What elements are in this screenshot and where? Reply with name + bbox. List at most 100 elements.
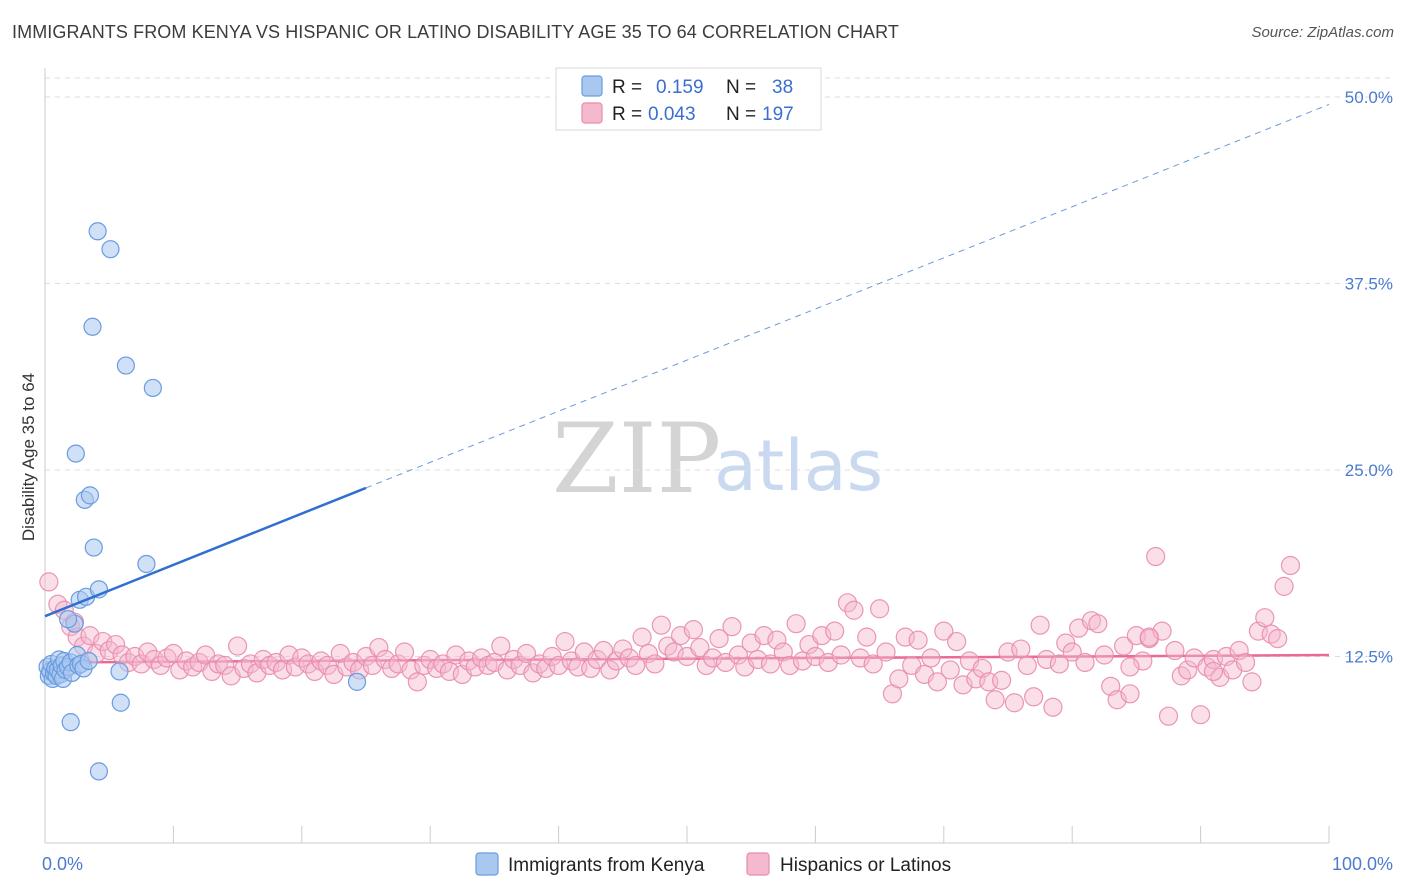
point-hispanics-95 — [645, 654, 665, 674]
x-tick-label-0: 0.0% — [42, 854, 83, 874]
point-hispanics-152 — [1011, 639, 1031, 659]
point-hispanics-16 — [138, 642, 158, 662]
point-hispanics-153 — [1017, 655, 1037, 676]
y-tick-label-3: 50.0% — [1345, 88, 1393, 107]
point-hispanics-81 — [555, 631, 575, 652]
point-hispanics-18 — [150, 655, 171, 676]
point-hispanics-102 — [690, 637, 710, 658]
y-tick-label-1: 25.0% — [1345, 461, 1393, 480]
point-hispanics-96 — [651, 615, 671, 635]
point-hispanics-105 — [709, 628, 729, 649]
point-hispanics-131 — [876, 642, 896, 662]
x-tick-label-1: 100.0% — [1332, 854, 1393, 874]
point-hispanics-103 — [696, 655, 716, 676]
point-hispanics-164 — [1088, 614, 1108, 634]
point-hispanics-158 — [1049, 654, 1069, 674]
chart-title: IMMIGRANTS FROM KENYA VS HISPANIC OR LAT… — [12, 22, 900, 42]
point-hispanics-112 — [754, 626, 774, 646]
point-hispanics-190 — [1255, 608, 1275, 628]
point-hispanics-148 — [985, 690, 1005, 710]
bottom-legend-hispanics: Hispanics or Latinos — [780, 855, 951, 876]
point-hispanics-108 — [728, 645, 748, 665]
point-kenya-37 — [347, 672, 367, 691]
point-kenya-25 — [79, 651, 98, 671]
trend-lines — [44, 103, 1330, 664]
legend-kenya-n-label: N = — [726, 77, 756, 98]
legend-kenya-r-value: 0.159 — [656, 77, 704, 98]
point-hispanics-57 — [401, 660, 421, 680]
point-kenya-40 — [83, 317, 102, 336]
point-hispanics-197 — [1203, 661, 1224, 682]
point-hispanics-71 — [491, 636, 511, 656]
series-legend: Immigrants from Kenya Hispanics or Latin… — [475, 852, 951, 876]
point-hispanics-98 — [664, 642, 684, 662]
point-hispanics-14 — [125, 646, 145, 667]
bottom-legend-swatch-hispanics — [746, 852, 770, 876]
point-hispanics-186 — [1229, 640, 1249, 661]
point-hispanics-72 — [497, 660, 517, 680]
point-hispanics-27 — [208, 654, 228, 674]
point-hispanics-56 — [394, 642, 415, 662]
axes — [44, 68, 1330, 844]
point-hispanics-75 — [516, 643, 537, 664]
point-kenya-38 — [88, 222, 107, 241]
point-hispanics-128 — [857, 627, 877, 647]
point-hispanics-188 — [1242, 672, 1262, 692]
point-hispanics-11 — [106, 634, 126, 655]
point-hispanics-52 — [369, 637, 389, 658]
point-hispanics-138 — [921, 648, 941, 668]
point-hispanics-169 — [1120, 684, 1140, 704]
watermark-zip: ZIP — [552, 403, 721, 515]
point-kenya-26 — [59, 610, 78, 629]
point-hispanics-160 — [1062, 642, 1082, 662]
point-kenya-33 — [89, 762, 109, 781]
point-hispanics-113 — [760, 654, 781, 674]
point-hispanics-154 — [1024, 687, 1044, 707]
point-hispanics-30 — [228, 636, 248, 656]
point-hispanics-104 — [703, 648, 723, 668]
legend-swatch-kenya — [581, 75, 603, 97]
point-hispanics-142 — [947, 631, 967, 652]
point-hispanics-129 — [863, 654, 883, 674]
point-hispanics-175 — [1158, 706, 1179, 726]
point-hispanics-180 — [1190, 705, 1211, 725]
point-hispanics-178 — [1178, 660, 1198, 680]
point-hispanics-162 — [1075, 652, 1095, 673]
gridlines — [45, 77, 1392, 657]
point-hispanics-28 — [215, 655, 235, 676]
point-hispanics-133 — [889, 669, 909, 689]
point-kenya-27 — [66, 444, 85, 463]
watermark: ZIP atlas — [552, 403, 883, 515]
point-hispanics-168 — [1113, 636, 1134, 656]
trend-kenya-line — [44, 486, 367, 618]
legend-hispanics-r-value: 0.043 — [648, 104, 696, 125]
point-hispanics-125 — [837, 593, 858, 613]
point-kenya-32 — [61, 713, 80, 732]
point-hispanics-140 — [934, 621, 954, 641]
legend-hispanics-n-value: 197 — [762, 104, 794, 125]
point-hispanics-116 — [780, 655, 800, 676]
point-hispanics-124 — [831, 645, 851, 665]
series-hispanics-points — [39, 546, 1301, 726]
point-hispanics-155 — [1030, 615, 1050, 635]
legend-hispanics-r-label: R = — [612, 104, 642, 125]
point-hispanics-58 — [407, 672, 427, 692]
point-kenya-35 — [111, 693, 130, 712]
point-hispanics-68 — [471, 648, 492, 668]
point-hispanics-141 — [940, 660, 960, 680]
point-hispanics-118 — [792, 651, 813, 671]
point-hispanics-165 — [1094, 645, 1114, 665]
legend-hispanics-n-label: N = — [726, 104, 756, 125]
point-kenya-29 — [80, 486, 100, 505]
point-hispanics-139 — [927, 672, 947, 692]
point-hispanics-149 — [991, 670, 1012, 690]
y-tick-label-0: 12.5% — [1345, 648, 1393, 667]
y-tick-label-2: 37.5% — [1345, 275, 1393, 294]
point-hispanics-91 — [619, 648, 639, 668]
point-hispanics-111 — [748, 649, 768, 670]
point-hispanics-187 — [1235, 652, 1256, 673]
point-hispanics-156 — [1036, 649, 1057, 670]
point-hispanics-196 — [1139, 627, 1159, 647]
point-kenya-34 — [110, 662, 129, 681]
